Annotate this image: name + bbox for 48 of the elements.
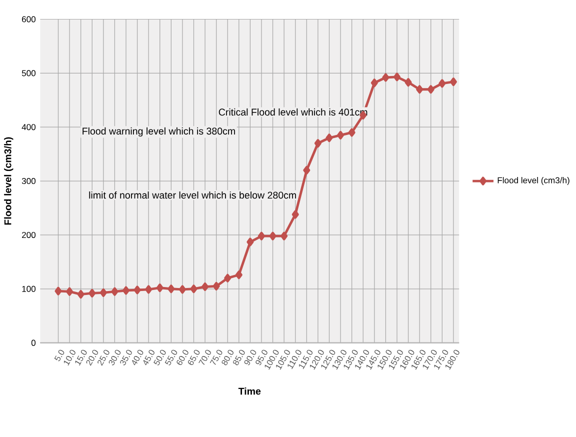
point [246,238,254,246]
point [292,210,299,219]
point [337,130,344,140]
point [404,78,412,87]
point [122,286,130,295]
point [88,288,96,298]
y-tick-label: 0 [31,340,36,346]
point [224,274,232,282]
point [450,77,457,86]
x-axis-title: Time [238,387,261,395]
point [111,287,118,296]
point [280,232,288,240]
point [134,286,141,294]
point [235,270,242,280]
legend-label: Flood level (cm3/h) [498,176,570,185]
y-tick-label: 600 [22,16,36,22]
annotation: limit of normal water level which is below 280cm [89,191,296,199]
point [168,284,175,294]
point [393,72,401,82]
point [100,288,107,297]
point [314,138,322,148]
point [190,284,198,294]
y-tick-label: 200 [22,232,36,238]
point [382,73,390,82]
point [303,166,310,174]
point [202,282,209,291]
point [438,79,446,88]
point [77,290,84,298]
x-tick-label: 5.0 [54,350,64,362]
y-tick-label: 500 [22,70,36,76]
point [370,78,378,88]
annotation: Flood warning level which is 380cm [82,127,235,136]
y-axis-title: Flood level (cm3/h) [4,137,14,225]
point [258,232,266,240]
point [178,285,186,294]
point [66,287,74,296]
point [145,285,152,294]
point [212,282,220,290]
y-tick-label: 300 [22,178,36,184]
point [326,134,333,142]
point [348,128,356,137]
point [427,84,434,94]
point [416,84,424,94]
point [156,283,164,292]
point [269,232,276,240]
point [54,286,62,296]
y-tick-label: 100 [22,286,36,292]
y-tick-label: 400 [22,124,36,130]
